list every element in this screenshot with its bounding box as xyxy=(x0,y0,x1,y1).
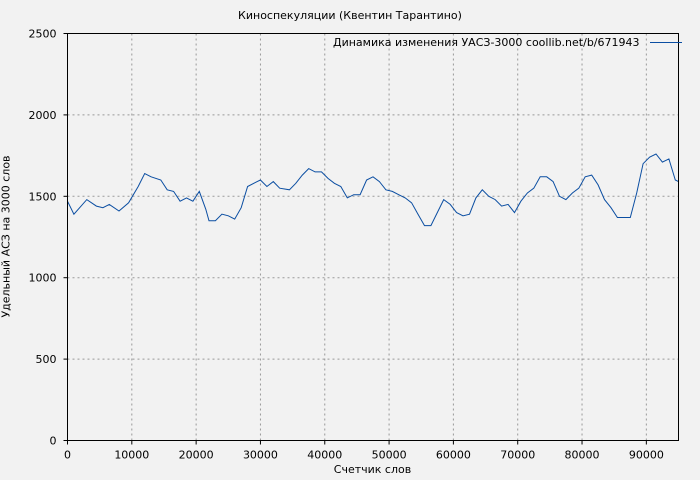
y-tick-label: 1000 xyxy=(29,272,57,285)
y-axis-label: Удельный АСЗ на 3000 слов xyxy=(0,155,13,318)
y-tick-label: 1500 xyxy=(29,190,57,203)
legend-label: Динамика изменения УАСЗ-3000 coollib.net… xyxy=(333,36,640,49)
y-tick-label: 0 xyxy=(50,435,57,448)
x-tick-label: 50000 xyxy=(372,449,407,462)
chart-title: Киноспекуляции (Квентин Тарантино) xyxy=(238,9,462,22)
legend: Динамика изменения УАСЗ-3000 coollib.net… xyxy=(333,36,682,49)
x-tick-label: 20000 xyxy=(179,449,214,462)
x-tick-label: 80000 xyxy=(565,449,600,462)
x-tick-label: 70000 xyxy=(500,449,535,462)
x-tick-label: 10000 xyxy=(114,449,149,462)
x-axis-label: Счетчик слов xyxy=(333,463,412,476)
y-tick-label: 2000 xyxy=(29,109,57,122)
y-tick-label: 500 xyxy=(36,353,57,366)
y-tick-label: 2500 xyxy=(29,28,57,41)
x-tick-label: 30000 xyxy=(243,449,278,462)
grid-lines xyxy=(67,33,679,441)
axis-ticks: 0 10000 20000 30000 40000 50000 60000 70000 8000… xyxy=(29,28,664,462)
x-tick-label: 0 xyxy=(64,449,71,462)
legend-line-swatch xyxy=(649,42,682,43)
plot-frame xyxy=(67,33,679,441)
series-line xyxy=(67,153,679,227)
x-tick-label: 40000 xyxy=(307,449,342,462)
x-tick-label: 60000 xyxy=(436,449,471,462)
x-tick-label: 90000 xyxy=(629,449,664,462)
